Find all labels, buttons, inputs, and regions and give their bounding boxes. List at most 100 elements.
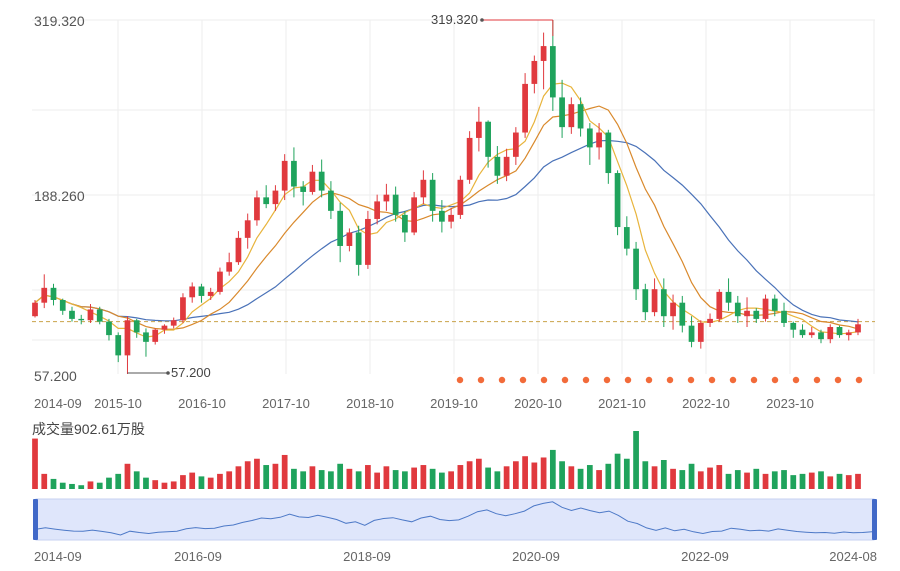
event-dot (456, 376, 464, 384)
navigator-tick-label: 2014-09 (34, 549, 82, 564)
candle-body (300, 186, 307, 192)
candle-body (69, 310, 75, 319)
candle-body (198, 286, 205, 296)
candle-body (559, 97, 565, 128)
event-dots (456, 376, 863, 384)
navigator-right-handle[interactable] (872, 499, 877, 540)
volume-bar (365, 465, 371, 489)
volume-bar (318, 470, 325, 489)
candle-body (568, 104, 575, 128)
candle-body (161, 325, 168, 330)
candle-body (337, 210, 344, 246)
x-tick-label: 2021-10 (598, 396, 646, 411)
candle-body (124, 320, 131, 356)
navigator-tick-label: 2020-09 (512, 549, 560, 564)
candle-body (605, 132, 612, 174)
navigator-tick-label: 2024-08 (829, 549, 877, 564)
candle-body (207, 291, 214, 296)
candle-body (392, 194, 399, 215)
volume-bar (106, 477, 112, 489)
volume-bar (799, 473, 806, 489)
volume-bar (281, 454, 288, 489)
candle-body (143, 332, 149, 342)
x-tick-label: 2020-10 (514, 396, 562, 411)
volume-bar (263, 465, 270, 489)
navigator-left-handle[interactable] (33, 499, 38, 540)
min-dot (166, 371, 170, 375)
candle-body (254, 197, 260, 221)
candle-body (466, 137, 473, 180)
volume-bar (402, 471, 408, 489)
volume-bar (374, 472, 381, 489)
volume-bar (596, 470, 602, 489)
candle-body (41, 287, 48, 303)
volume-bar (96, 482, 103, 489)
candle-body (346, 232, 353, 246)
volume-bar (346, 468, 353, 489)
candle-body (475, 121, 482, 138)
volume-bar (771, 471, 778, 489)
volume-bar (688, 463, 695, 489)
min-value-label: 57.200 (171, 365, 211, 380)
volume-bar (69, 483, 75, 489)
volume-bar (32, 438, 38, 489)
event-dot (666, 376, 674, 384)
navigator-window[interactable] (35, 498, 875, 541)
volume-bar (328, 471, 334, 489)
candle-body (836, 327, 843, 336)
x-tick-label: 2014-09 (34, 396, 82, 411)
volume-bar (244, 461, 251, 489)
volume-bar (429, 468, 436, 489)
candle-body (309, 171, 316, 192)
y-label-mid: 188.260 (34, 188, 85, 204)
event-dot (834, 376, 842, 384)
event-dot (687, 376, 695, 384)
event-dot (792, 376, 800, 384)
y-label-max: 319.320 (34, 13, 85, 29)
x-tick-label: 2023-10 (766, 396, 814, 411)
candle-body (725, 291, 732, 303)
volume-bar (78, 485, 85, 489)
candle-body (152, 329, 159, 342)
volume-bar (679, 470, 686, 489)
volume-bar (614, 453, 621, 489)
event-dot (519, 376, 527, 384)
event-dot (477, 376, 485, 384)
candle-body (281, 160, 288, 191)
candle-body (771, 298, 778, 311)
event-dot (750, 376, 758, 384)
candle-body (818, 332, 824, 340)
x-tick-label: 2017-10 (262, 396, 310, 411)
candle-body (790, 322, 797, 330)
candle-body (845, 332, 852, 336)
candle-body (512, 132, 519, 157)
candle-body (365, 218, 371, 265)
candle-body (133, 320, 140, 333)
candle-body (623, 227, 630, 249)
volume-bar (494, 471, 501, 489)
candle-body (688, 325, 695, 342)
volume-bar (781, 470, 787, 489)
volume-bar (309, 466, 316, 489)
candle-body (59, 299, 66, 311)
volume-bar (790, 475, 797, 489)
candle-body (106, 321, 112, 336)
candle-body (402, 214, 408, 233)
y-axis-labels: 319.320 188.260 57.200 (34, 13, 85, 384)
volume-bar (660, 460, 667, 489)
candle-body (485, 121, 491, 157)
volume-bar (217, 473, 223, 489)
volume-bar (143, 477, 149, 489)
navigator-line (35, 501, 873, 536)
navigator (33, 498, 877, 541)
volume-bars (32, 431, 861, 489)
navigator-tick-label: 2022-09 (681, 549, 729, 564)
volume-bar (716, 465, 723, 489)
max-dot (480, 18, 484, 22)
candle-body (633, 248, 639, 290)
volume-bar (124, 463, 131, 489)
candle-body (679, 302, 686, 326)
volume-bar (670, 468, 676, 489)
volume-bar (180, 475, 186, 489)
